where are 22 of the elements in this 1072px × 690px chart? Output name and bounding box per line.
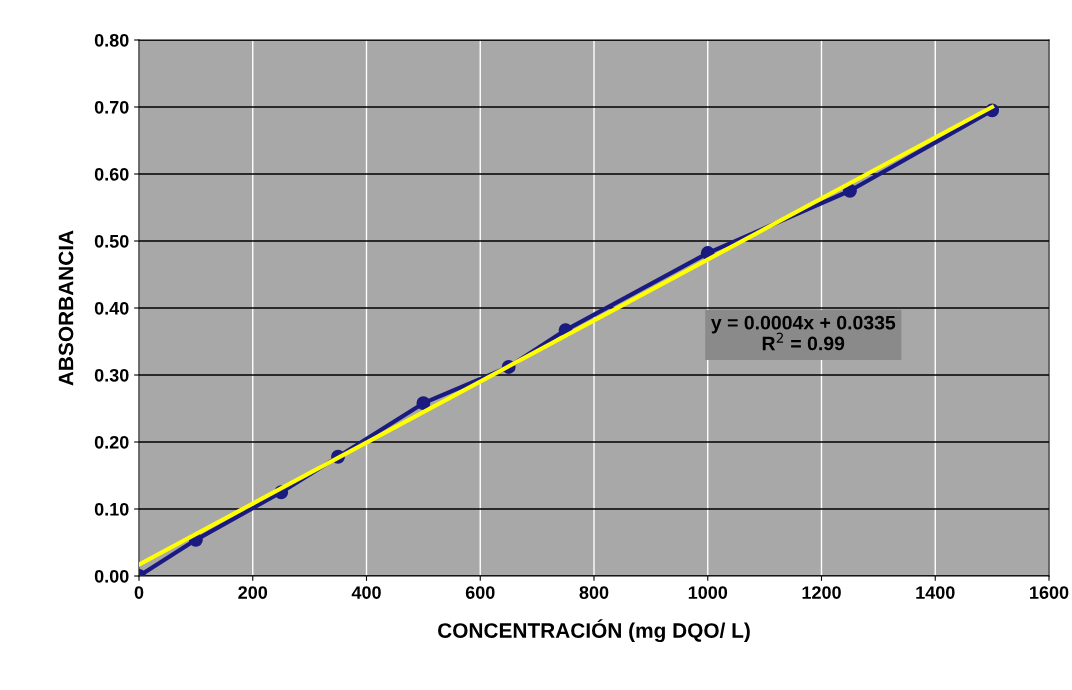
x-tick-label: 1200 (802, 586, 841, 599)
x-tick-label: 400 (351, 586, 381, 599)
x-axis-title: CONCENTRACIÓN (mg DQO/ L) (438, 619, 750, 643)
x-tick-label: 800 (579, 586, 609, 599)
x-tick-label: 200 (238, 586, 268, 599)
y-tick-label: 0.10 (94, 502, 129, 516)
y-tick-label: 0.50 (94, 234, 129, 248)
point (416, 396, 431, 411)
y-tick-label: 0.30 (94, 368, 129, 382)
x-tick-label: 1000 (688, 586, 728, 599)
y-tick-label: 0.40 (94, 301, 129, 315)
y-tick-label: 0.70 (94, 100, 129, 114)
x-tick-label: 1600 (1030, 586, 1069, 599)
annotation: y = 0.0004x + 0.0335 R$^{2}$ = 0.99 (711, 315, 896, 351)
y-axis-title: ABSORBANCIA (58, 230, 74, 386)
y-tick-label: 0.20 (94, 435, 129, 449)
x-tick-label: 1400 (916, 586, 955, 599)
x-tick-label: 600 (465, 586, 495, 599)
y-tick-label: 0.00 (94, 569, 129, 583)
y-tick-label: 0.60 (94, 167, 129, 181)
y-tick-label: 0.80 (94, 33, 129, 47)
x-tick-label: 0 (134, 586, 144, 599)
